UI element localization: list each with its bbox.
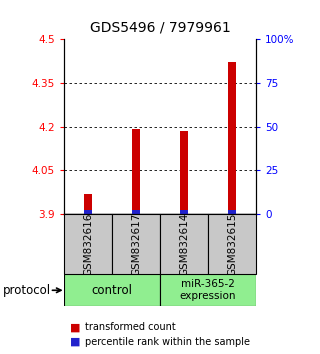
Text: GSM832616: GSM832616 xyxy=(83,212,93,276)
Text: miR-365-2
expression: miR-365-2 expression xyxy=(180,279,236,301)
Bar xyxy=(228,62,236,214)
Bar xyxy=(132,130,140,214)
Bar xyxy=(132,210,140,214)
Bar xyxy=(160,274,256,306)
Bar xyxy=(180,210,188,214)
Text: percentile rank within the sample: percentile rank within the sample xyxy=(85,337,250,347)
Text: GSM832614: GSM832614 xyxy=(179,212,189,276)
Text: protocol: protocol xyxy=(3,284,51,297)
Bar xyxy=(228,210,236,214)
Text: control: control xyxy=(92,284,132,297)
Bar xyxy=(208,214,256,274)
Text: ■: ■ xyxy=(70,322,81,332)
Text: ■: ■ xyxy=(70,337,81,347)
Bar xyxy=(160,214,208,274)
Bar xyxy=(84,210,92,214)
Text: GDS5496 / 7979961: GDS5496 / 7979961 xyxy=(90,21,230,35)
Bar xyxy=(64,274,160,306)
Text: GSM832615: GSM832615 xyxy=(227,212,237,276)
Text: GSM832617: GSM832617 xyxy=(131,212,141,276)
Bar xyxy=(84,194,92,214)
Bar xyxy=(112,214,160,274)
Bar xyxy=(64,214,112,274)
Text: transformed count: transformed count xyxy=(85,322,176,332)
Bar xyxy=(180,131,188,214)
